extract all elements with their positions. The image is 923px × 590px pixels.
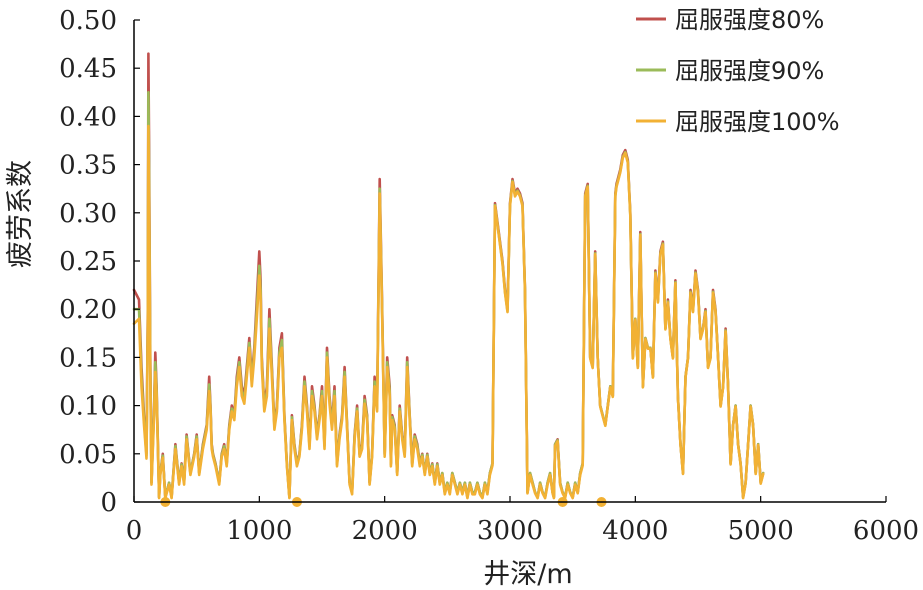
y-tick-label: 0.20 (59, 295, 117, 325)
legend: 屈服强度80% 屈服强度90% 屈服强度100% (636, 6, 840, 136)
y-axis-title: 疲劳系数 (5, 160, 36, 268)
y-tick-label: 0.05 (59, 440, 117, 470)
x-tick-label: 1000 (226, 516, 292, 546)
y-tick-label: 0.25 (59, 247, 117, 277)
x-tick-label: 6000 (853, 516, 919, 546)
y-tick-label: 0.35 (59, 151, 117, 181)
y-tick-label: 0.50 (59, 6, 117, 36)
y-tick-label: 0 (100, 488, 117, 518)
y-tick-label: 0.30 (59, 199, 117, 229)
legend-label: 屈服强度80% (675, 6, 824, 34)
tick-labels: 0 0.05 0.10 0.15 0.20 0.25 0.30 0.35 0.40 0.45 0.5… (59, 6, 919, 546)
series-line-3 (132, 124, 765, 500)
series-layer (132, 52, 765, 500)
y-tick-label: 0.40 (59, 102, 117, 132)
x-tick-label: 4000 (602, 516, 668, 546)
x-axis-title: 井深/m (483, 559, 572, 590)
x-tick-label: 3000 (477, 516, 543, 546)
y-tick-label: 0.45 (59, 54, 117, 84)
x-tick-label: 2000 (352, 516, 418, 546)
axes (133, 19, 887, 503)
y-tick-label: 0.10 (59, 392, 117, 422)
legend-label: 屈服强度100% (675, 108, 840, 136)
legend-label: 屈服强度90% (675, 57, 824, 85)
x-tick-label: 0 (126, 516, 143, 546)
y-tick-label: 0.15 (59, 343, 117, 373)
x-tick-label: 5000 (728, 516, 794, 546)
